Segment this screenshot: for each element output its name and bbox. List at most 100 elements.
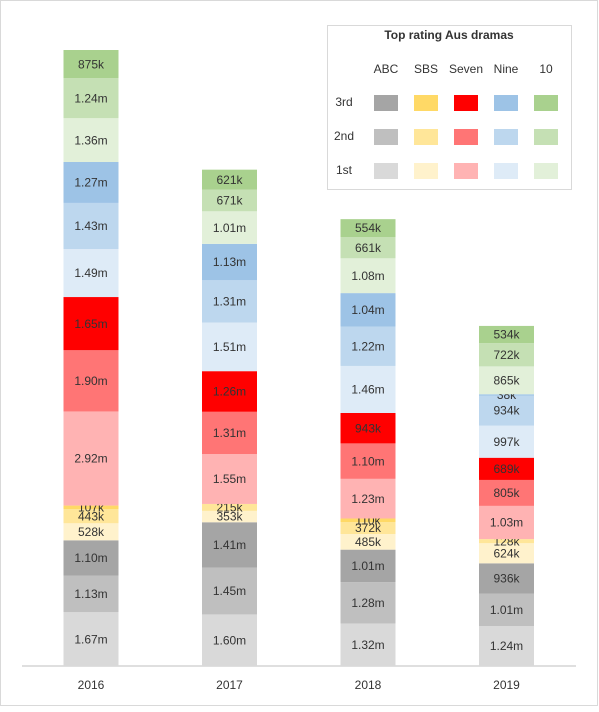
- data-label: 1.51m: [213, 340, 246, 354]
- data-label: 1.31m: [213, 295, 246, 309]
- data-label: 997k: [493, 435, 520, 449]
- bar-segment: [63, 249, 119, 298]
- bar-segment: [340, 326, 396, 366]
- x-tick-label: 2019: [493, 678, 520, 692]
- bar-segment: [202, 169, 257, 190]
- data-label: 528k: [78, 525, 105, 539]
- bar-segment: [340, 549, 396, 583]
- bar-segment: [202, 189, 257, 212]
- data-label: 1.41m: [213, 538, 246, 552]
- data-label: 1.55m: [213, 472, 246, 486]
- bar-segment: [63, 612, 119, 666]
- bar-segment: [63, 161, 119, 203]
- legend-swatch: [374, 95, 398, 111]
- legend-swatch: [374, 163, 398, 179]
- bar-segment: [479, 425, 534, 458]
- data-label: 215k: [216, 501, 243, 515]
- bar-segment: [202, 503, 257, 511]
- bar-segment: [479, 593, 534, 627]
- data-label: 1.65m: [74, 317, 107, 331]
- bar-segment: [479, 457, 534, 480]
- bar-segment: [202, 211, 257, 244]
- data-label: 1.22m: [351, 339, 384, 353]
- data-label: 372k: [355, 521, 382, 535]
- bar-segment: [63, 509, 119, 524]
- data-label: 805k: [493, 486, 520, 500]
- data-label: 1.26m: [213, 385, 246, 399]
- data-label: 534k: [493, 328, 520, 342]
- bar-segment: [479, 505, 534, 540]
- legend-swatch: [494, 95, 518, 111]
- bar-segment: [479, 325, 534, 344]
- x-tick-label: 2016: [78, 678, 105, 692]
- data-label: 1.24m: [74, 91, 107, 105]
- bar-segment: [202, 322, 257, 372]
- bar-segment: [340, 412, 396, 444]
- legend-swatch: [374, 129, 398, 145]
- legend-column: SBS: [414, 62, 438, 76]
- data-label: 1.13m: [213, 255, 246, 269]
- bar-segment: [340, 258, 396, 294]
- legend-box: [327, 25, 572, 190]
- bar-segment: [63, 297, 119, 351]
- data-label: 689k: [493, 462, 520, 476]
- bar-segment: [479, 563, 534, 594]
- legend-swatch: [454, 163, 478, 179]
- data-label: 1.60m: [213, 633, 246, 647]
- legend-column: 10: [539, 62, 553, 76]
- bar-segment: [63, 202, 119, 250]
- bar-segment: [479, 539, 534, 544]
- data-label: 1.01m: [490, 603, 523, 617]
- bar-segment: [63, 50, 119, 79]
- data-label: 1.31m: [213, 426, 246, 440]
- data-label: 722k: [493, 348, 520, 362]
- bar-segment: [479, 543, 534, 564]
- bar-segment: [202, 280, 257, 323]
- legend-column: Nine: [494, 62, 519, 76]
- legend-swatch: [534, 163, 558, 179]
- data-label: 671k: [216, 194, 243, 208]
- bar-segment: [479, 395, 534, 426]
- data-label: 1.43m: [74, 219, 107, 233]
- data-label: 621k: [216, 173, 243, 187]
- data-label: 1.67m: [74, 632, 107, 646]
- data-label: 2.92m: [74, 452, 107, 466]
- legend-title: Top rating Aus dramas: [384, 28, 514, 42]
- x-tick-label: 2018: [355, 678, 382, 692]
- legend-swatch: [454, 129, 478, 145]
- data-label: 554k: [355, 221, 382, 235]
- data-label: 1.28m: [351, 596, 384, 610]
- bar-segment: [479, 479, 534, 506]
- data-label: 1.27m: [74, 176, 107, 190]
- data-label: 1.13m: [74, 587, 107, 601]
- legend-swatch: [494, 163, 518, 179]
- data-label: 934k: [493, 404, 520, 418]
- data-label: 353k: [216, 510, 243, 524]
- bar-segment: [63, 540, 119, 576]
- legend-swatch: [454, 95, 478, 111]
- bar-segment: [202, 371, 257, 412]
- data-label: 1.32m: [351, 638, 384, 652]
- bar-segment: [340, 443, 396, 479]
- data-label: 1.90m: [74, 374, 107, 388]
- data-label: 485k: [355, 535, 382, 549]
- data-label: 443k: [78, 509, 105, 523]
- legend-swatch: [414, 163, 438, 179]
- data-label: 1.01m: [213, 221, 246, 235]
- bar-segment: [202, 453, 257, 504]
- bar-segment: [340, 478, 396, 519]
- data-label: 1.46m: [351, 383, 384, 397]
- data-label: 1.10m: [74, 551, 107, 565]
- bar-segment: [63, 350, 119, 412]
- legend-row: 3rd: [335, 95, 352, 109]
- data-label: 1.23m: [351, 492, 384, 506]
- bar-segment: [340, 534, 396, 550]
- data-label: 1.08m: [351, 269, 384, 283]
- legend-swatch: [534, 129, 558, 145]
- bar-segment: [202, 522, 257, 568]
- bar-segment: [63, 118, 119, 162]
- legend-swatch: [494, 129, 518, 145]
- bar-segment: [479, 343, 534, 367]
- bar-segment: [340, 219, 396, 237]
